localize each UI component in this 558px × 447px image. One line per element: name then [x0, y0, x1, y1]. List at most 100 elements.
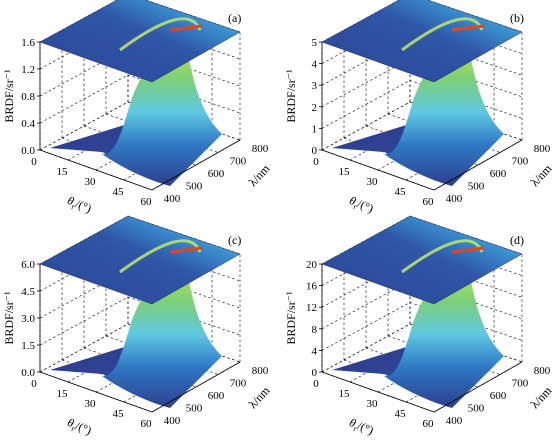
- theta-axis: [39, 371, 153, 413]
- theta-tick-label: 15: [57, 166, 69, 178]
- lambda-axis-label: λ/nm: [528, 161, 555, 189]
- theta-tick-label: 60: [141, 418, 153, 430]
- theta-axis-label: θr/(°): [347, 193, 376, 217]
- panel-a: 0.0 0.4 0.8 1.2 1.6 0 15 30 45 60 400 500 600 700 800 B…: [2, 0, 273, 217]
- theta-tick-label: 0: [31, 378, 37, 390]
- lambda-tick-label: 600: [490, 168, 507, 180]
- lambda-tick-label: 800: [534, 143, 551, 155]
- theta-tick-label: 45: [395, 186, 407, 198]
- theta-tick-label: 15: [339, 388, 351, 400]
- theta-tick-label: 60: [141, 196, 153, 208]
- z-axis-label: BRDF/sr⁻¹: [2, 69, 16, 123]
- theta-subscript: r: [352, 424, 358, 433]
- z-tick-label: 20: [306, 259, 318, 271]
- lambda-tick-label: 800: [252, 143, 269, 155]
- z-tick-label: 0.8: [21, 91, 35, 103]
- theta-tick-label: 30: [367, 176, 379, 188]
- z-tick-label: 5: [312, 37, 318, 49]
- z-tick-label: 1.5: [21, 340, 35, 352]
- lambda-tick-label: 800: [534, 365, 551, 377]
- z-tick-label: 4: [312, 345, 318, 357]
- z-tick-label: 3.0: [21, 313, 35, 325]
- surface-wall: [384, 22, 504, 186]
- lambda-axis: [151, 139, 241, 191]
- lambda-tick-label: 700: [512, 156, 529, 168]
- theta-unit: /(°): [355, 196, 375, 215]
- lambda-axis-label: λ/nm: [528, 383, 555, 411]
- theta-symbol: θ: [65, 193, 76, 208]
- z-tick-label: 2: [312, 102, 318, 114]
- z-tick-label: 6.0: [21, 259, 35, 271]
- z-tick-label: 4: [312, 59, 318, 71]
- lambda-tick-label: 400: [446, 193, 463, 205]
- z-tick-label: 8: [312, 324, 318, 336]
- theta-tick-label: 0: [31, 156, 37, 168]
- z-tick-label: 0: [312, 145, 318, 157]
- panel-c: 0.0 1.5 3.0 4.5 6.0 0 15 30 45 60 400 500 600 700 800 B…: [2, 215, 273, 439]
- theta-axis-label: θr/(°): [347, 415, 376, 439]
- theta-subscript: r: [352, 202, 358, 211]
- theta-unit: /(°): [73, 418, 93, 437]
- theta-unit: /(°): [73, 196, 93, 215]
- theta-tick-label: 60: [423, 418, 435, 430]
- lambda-tick-label: 400: [164, 193, 181, 205]
- z-tick-label: 16: [306, 281, 318, 293]
- theta-axis-label: θr/(°): [65, 415, 94, 439]
- z-tick-label: 1.2: [21, 64, 35, 76]
- z-tick-label: 1: [312, 123, 318, 135]
- z-tick-label: 0.0: [21, 367, 35, 379]
- projection-plane: [321, 0, 523, 83]
- panel-d: 0 4 8 12 16 20 0 15 30 45 60 400 500 600 700 800 BRDF/sr…: [284, 215, 555, 439]
- z-tick-label: 0.0: [21, 145, 35, 157]
- theta-symbol: θ: [65, 415, 76, 430]
- z-axis-label: BRDF/sr⁻¹: [284, 291, 298, 345]
- theta-symbol: θ: [347, 193, 358, 208]
- surface-wall: [102, 22, 222, 186]
- projection-plane: [39, 0, 241, 83]
- projection-peak: [451, 246, 485, 254]
- z-tick-label: 0.4: [21, 118, 35, 130]
- projection-ridge: [401, 17, 484, 52]
- panel-label: (a): [228, 11, 241, 25]
- theta-tick-label: 15: [57, 388, 69, 400]
- projection-peak: [169, 24, 203, 32]
- theta-tick-label: 30: [85, 398, 97, 410]
- z-axis-label: BRDF/sr⁻¹: [2, 291, 16, 345]
- lambda-tick-label: 500: [186, 181, 203, 193]
- panel-label: (b): [510, 11, 524, 25]
- z-tick-label: 0: [312, 367, 318, 379]
- lambda-tick-label: 700: [512, 378, 529, 390]
- lambda-tick-label: 400: [446, 415, 463, 427]
- projection-peak: [451, 24, 485, 32]
- lambda-axis: [433, 361, 523, 413]
- panel-label: (d): [510, 233, 524, 247]
- theta-axis: [321, 149, 435, 191]
- lambda-tick-label: 600: [208, 390, 225, 402]
- z-tick-label: 4.5: [21, 286, 35, 298]
- z-tick-label: 1.6: [21, 37, 35, 49]
- theta-axis: [321, 371, 435, 413]
- theta-tick-label: 15: [339, 166, 351, 178]
- lambda-axis: [433, 139, 523, 191]
- theta-subscript: r: [70, 424, 76, 433]
- lambda-axis-label: λ/nm: [246, 161, 273, 189]
- lambda-tick-label: 600: [208, 168, 225, 180]
- lambda-tick-label: 500: [468, 403, 485, 415]
- lambda-axis: [151, 361, 241, 413]
- surface-wall: [384, 244, 504, 408]
- surface-wall: [102, 244, 222, 408]
- z-axis-label: BRDF/sr⁻¹: [284, 69, 298, 123]
- lambda-tick-label: 700: [230, 156, 247, 168]
- projection-ridge: [119, 239, 202, 274]
- lambda-axis-label: λ/nm: [246, 383, 273, 411]
- lambda-tick-label: 600: [490, 390, 507, 402]
- projection-ridge: [119, 17, 202, 52]
- theta-axis-label: θr/(°): [65, 193, 94, 217]
- lambda-tick-label: 800: [252, 365, 269, 377]
- lambda-tick-label: 400: [164, 415, 181, 427]
- theta-unit: /(°): [355, 418, 375, 437]
- z-tick-label: 3: [312, 80, 318, 92]
